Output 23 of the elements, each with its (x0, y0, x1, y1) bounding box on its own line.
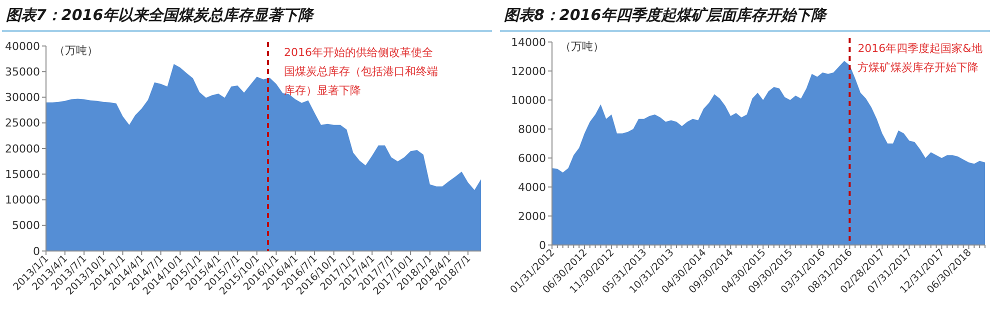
y-tick-label: 40000 (5, 40, 40, 53)
ref-line-label: 2016年四季度起国家&地方煤矿煤炭库存开始下降 (858, 42, 982, 74)
y-axis-title: （万吨） (54, 44, 98, 57)
y-tick-label: 5000 (12, 219, 40, 232)
y-tick-label: 4000 (518, 180, 546, 194)
y-tick-label: 10000 (511, 94, 546, 107)
y-tick-label: 30000 (5, 91, 40, 104)
y-tick-label: 0 (33, 244, 40, 258)
y-tick-label: 0 (539, 238, 546, 252)
y-tick-label: 6000 (518, 152, 546, 165)
y-tick-label: 2000 (518, 210, 546, 223)
chart-title: 图表8：2016年四季度起煤矿层面库存开始下降 (504, 6, 828, 24)
y-tick-label: 20000 (5, 142, 40, 156)
y-tick-label: 14000 (511, 36, 546, 49)
y-tick-label: 15000 (5, 168, 40, 181)
y-tick-label: 8000 (518, 122, 546, 136)
ref-line-label: 2016年开始的供给侧改革使全国煤炭总库存（包括港口和终端库存）显著下降 (284, 46, 438, 97)
chart-title: 图表7：2016年以来全国煤炭总库存显著下降 (6, 6, 316, 24)
y-tick-label: 25000 (5, 116, 40, 130)
y-axis-title: （万吨） (560, 40, 604, 53)
y-tick-label: 12000 (511, 64, 546, 78)
y-tick-label: 35000 (5, 65, 40, 78)
y-tick-label: 10000 (5, 194, 40, 207)
